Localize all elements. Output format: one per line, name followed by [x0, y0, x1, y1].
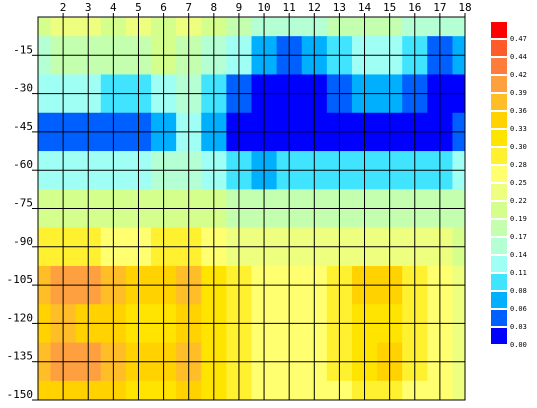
x-tick-label: 7 — [185, 1, 192, 14]
colorbar-box — [491, 328, 507, 344]
colorbar-box — [491, 202, 507, 218]
colorbar-box — [491, 112, 507, 128]
colorbar-box — [491, 166, 507, 182]
colorbar-label: 0.03 — [510, 323, 527, 331]
y-tick-label: -135 — [7, 350, 34, 363]
colorbar-box — [491, 76, 507, 92]
colorbar-box — [491, 220, 507, 236]
x-tick-label: 13 — [333, 1, 346, 14]
y-tick-label: -30 — [13, 82, 33, 95]
colorbar-box — [491, 256, 507, 272]
x-tick-label: 14 — [358, 1, 372, 14]
colorbar-label: 0.08 — [510, 287, 527, 295]
colorbar: 0.47 0.44 0.42 0.39 0.36 0.33 0.30 0.28 0.25 0.22… — [491, 22, 527, 349]
y-tick-label: -15 — [13, 43, 33, 56]
colorbar-label: 0.44 — [510, 53, 527, 61]
colorbar-label: 0.39 — [510, 89, 527, 97]
x-tick-label: 6 — [160, 1, 167, 14]
colorbar-box — [491, 148, 507, 164]
colorbar-label: 0.30 — [510, 143, 527, 151]
x-tick-label: 2 — [60, 1, 67, 14]
colorbar-label: 0.47 — [510, 35, 527, 43]
colorbar-box — [491, 94, 507, 110]
y-tick-label: -45 — [13, 120, 33, 133]
colorbar-box — [491, 58, 507, 74]
y-tick-label: -75 — [13, 197, 33, 210]
colorbar-label: 0.28 — [510, 161, 527, 169]
cell — [38, 380, 52, 401]
x-tick-label: 11 — [283, 1, 296, 14]
grid — [32, 13, 466, 401]
colorbar-box — [491, 292, 507, 308]
y-tick-label: -90 — [13, 235, 33, 248]
colorbar-label: 0.14 — [510, 251, 527, 259]
x-tick-label: 8 — [211, 1, 218, 14]
y-tick-label: -120 — [7, 311, 34, 324]
colorbar-label: 0.33 — [510, 125, 527, 133]
x-tick-label: 9 — [236, 1, 243, 14]
colorbar-box — [491, 130, 507, 146]
x-tick-label: 10 — [257, 1, 270, 14]
cell — [38, 17, 52, 37]
x-tick-label: 4 — [110, 1, 117, 14]
x-tick-label: 3 — [85, 1, 92, 14]
colorbar-label: 0.36 — [510, 107, 527, 115]
colorbar-label: 0.00 — [510, 341, 527, 349]
colorbar-label: 0.11 — [510, 269, 527, 277]
plot-frame — [37, 16, 466, 401]
colorbar-box — [491, 274, 507, 290]
colorbar-label: 0.17 — [510, 233, 527, 241]
colorbar-label: 0.42 — [510, 71, 527, 79]
x-tick-label: 5 — [135, 1, 142, 14]
y-tick-label: -60 — [13, 158, 33, 171]
x-tick-label: 17 — [433, 1, 446, 14]
y-tick-label: -105 — [7, 273, 34, 286]
colorbar-label: 0.22 — [510, 197, 527, 205]
colorbar-box — [491, 22, 507, 38]
y-tick-label: -150 — [7, 388, 34, 401]
cell — [452, 17, 466, 37]
cell — [452, 380, 466, 401]
colorbar-box — [491, 310, 507, 326]
x-tick-label: 12 — [308, 1, 321, 14]
colorbar-label: 0.06 — [510, 305, 527, 313]
x-tick-label: 15 — [383, 1, 396, 14]
x-tick-label: 16 — [408, 1, 421, 14]
colorbar-label: 0.19 — [510, 215, 527, 223]
colorbar-label: 0.25 — [510, 179, 527, 187]
colorbar-box — [491, 40, 507, 56]
x-tick-label: 18 — [458, 1, 471, 14]
colorbar-box — [491, 238, 507, 254]
colorbar-box — [491, 184, 507, 200]
